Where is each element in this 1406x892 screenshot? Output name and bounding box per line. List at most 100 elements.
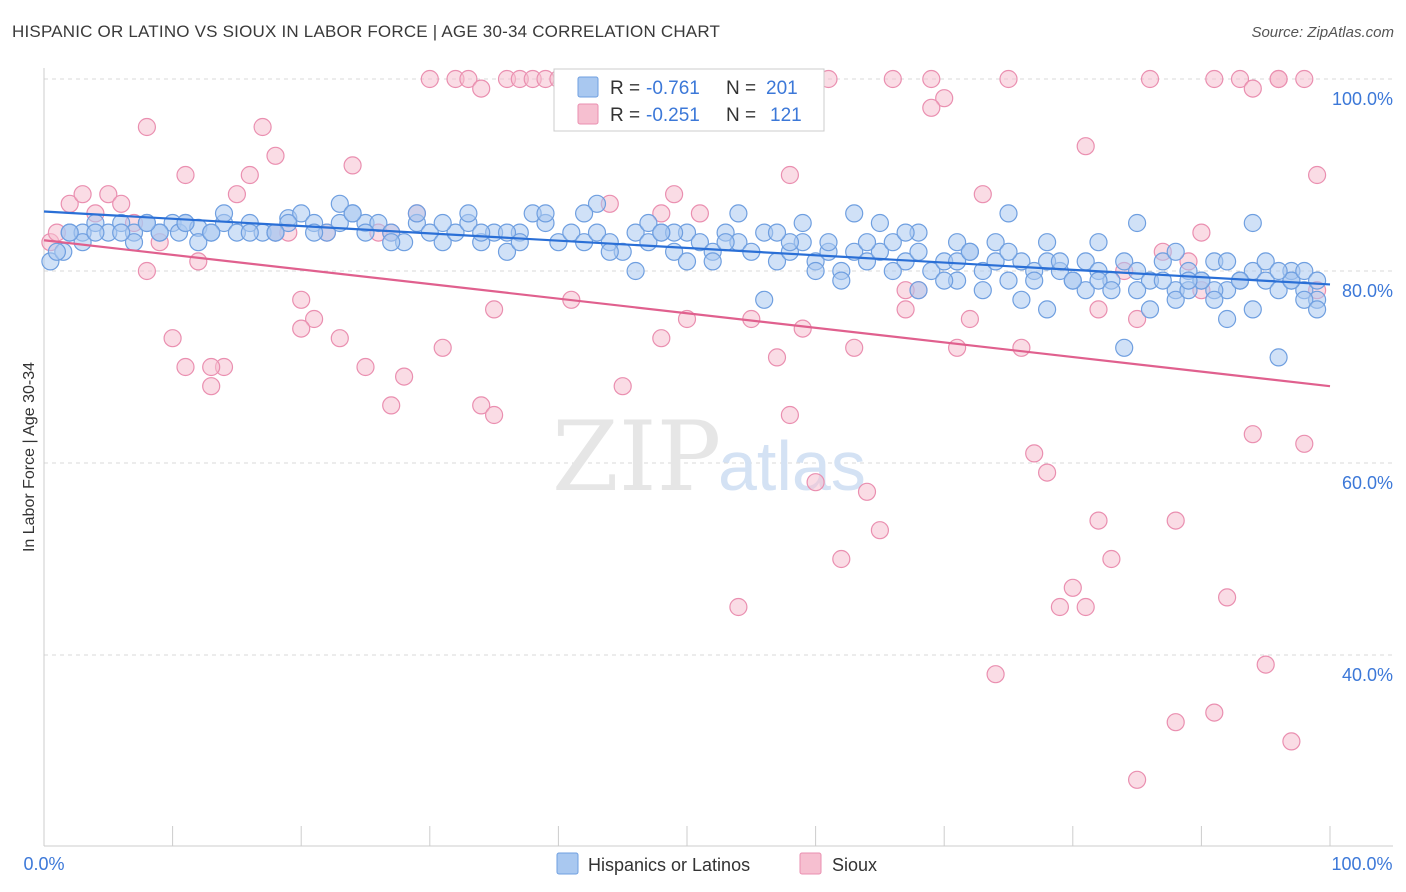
hispanic-point-123 xyxy=(1295,290,1314,309)
hispanic-point-177 xyxy=(240,223,259,242)
hispanic-point-108 xyxy=(1127,213,1147,233)
hispanic-point-179 xyxy=(176,213,195,233)
sioux-point-6 xyxy=(112,194,131,213)
hispanic-point-114 xyxy=(639,213,658,233)
sioux-point-99 xyxy=(1089,300,1108,319)
hispanic-point-195 xyxy=(960,242,980,261)
sioux-point-46 xyxy=(652,204,671,223)
hispanic-point-21 xyxy=(292,204,311,223)
sioux-point-34 xyxy=(472,79,491,98)
hispanic-point-135 xyxy=(626,261,645,281)
legend-hispanic-label: Hispanics or Latinos xyxy=(588,855,750,875)
legend-r-value-1: -0.761 xyxy=(646,78,700,99)
sioux-point-69 xyxy=(947,338,967,357)
sioux-point-15 xyxy=(227,185,246,204)
hispanic-point-125 xyxy=(1012,290,1031,309)
sioux-point-80 xyxy=(1089,511,1108,530)
hispanic-point-155 xyxy=(1050,252,1070,271)
sioux-point-17 xyxy=(253,117,272,137)
sioux-point-105 xyxy=(382,396,401,415)
hispanic-point-129 xyxy=(1076,281,1095,300)
sioux-point-67 xyxy=(922,69,941,89)
hispanic-point-115 xyxy=(780,233,800,252)
hispanic-point-47 xyxy=(626,223,645,242)
hispanic-point-153 xyxy=(973,281,992,300)
hispanic-point-167 xyxy=(652,223,671,242)
hispanic-point-127 xyxy=(1269,348,1288,367)
hispanic-point-132 xyxy=(1243,300,1262,319)
hispanic-point-121 xyxy=(1037,300,1057,319)
sioux-point-91 xyxy=(1230,69,1250,89)
hispanic-point-128 xyxy=(947,252,967,271)
hispanic-point-196 xyxy=(1089,233,1108,252)
sioux-point-81 xyxy=(1102,549,1121,569)
hispanic-point-118 xyxy=(1166,242,1185,261)
sioux-point-77 xyxy=(1050,597,1070,617)
y-axis-title: In Labor Force | Age 30-34 xyxy=(21,362,38,552)
sioux-point-96 xyxy=(1295,69,1314,89)
sioux-point-84 xyxy=(1140,69,1160,89)
hispanic-point-107 xyxy=(999,204,1018,223)
sioux-point-52 xyxy=(729,597,748,617)
sioux-point-64 xyxy=(883,69,902,89)
sioux-point-60 xyxy=(832,549,851,569)
hispanic-point-133 xyxy=(1307,300,1327,319)
sioux-point-104 xyxy=(292,319,311,338)
sioux-point-10 xyxy=(163,329,182,348)
hispanic-point-141 xyxy=(767,223,787,242)
sioux-point-33 xyxy=(459,69,478,89)
hispanic-point-182 xyxy=(86,223,105,242)
axes xyxy=(43,68,1393,847)
sioux-point-109 xyxy=(137,117,156,137)
sioux-point-112 xyxy=(780,165,800,185)
legend-n-label-2: N = xyxy=(726,105,756,126)
hispanic-points xyxy=(41,194,1327,367)
y-tick-label-60: 60.0% xyxy=(1342,473,1393,493)
sioux-point-28 xyxy=(395,367,414,386)
hispanic-point-151 xyxy=(883,261,902,281)
sioux-point-110 xyxy=(266,146,285,165)
sioux-point-76 xyxy=(1037,463,1057,482)
source-label: Source: ZipAtlas.com xyxy=(1251,24,1394,41)
sioux-point-73 xyxy=(999,69,1018,89)
sioux-point-89 xyxy=(1205,69,1224,89)
hispanic-point-163 xyxy=(1282,271,1301,290)
legend-sioux-label: Sioux xyxy=(832,855,877,875)
hispanic-point-175 xyxy=(305,223,324,242)
sioux-point-47 xyxy=(664,185,684,204)
hispanic-point-112 xyxy=(356,223,375,242)
hispanic-point-168 xyxy=(600,242,619,261)
hispanic-point-185 xyxy=(845,204,864,223)
sioux-trend-line xyxy=(43,239,1331,388)
legend-n-value-1: 201 xyxy=(766,78,798,99)
hispanic-point-188 xyxy=(999,242,1018,261)
hispanic-point-138 xyxy=(677,252,697,271)
sioux-point-114 xyxy=(202,357,221,377)
hispanic-point-154 xyxy=(1025,271,1044,290)
hispanic-point-190 xyxy=(1127,281,1147,300)
sioux-point-11 xyxy=(176,357,195,377)
sioux-point-5 xyxy=(99,185,118,204)
hispanic-point-181 xyxy=(112,223,131,242)
legend-sioux-swatch xyxy=(799,852,822,875)
sioux-point-63 xyxy=(870,521,890,540)
hispanic-point-150 xyxy=(857,233,877,252)
hispanic-point-104 xyxy=(587,194,607,213)
hispanic-point-134 xyxy=(703,252,722,271)
legend-r-label-1: R = xyxy=(610,78,640,99)
hispanic-point-162 xyxy=(1256,252,1275,271)
sioux-point-100 xyxy=(1127,770,1147,789)
hispanic-point-37 xyxy=(497,242,517,261)
sioux-point-55 xyxy=(767,348,787,367)
hispanic-point-172 xyxy=(433,213,452,233)
sioux-point-75 xyxy=(1025,444,1044,463)
hispanic-point-86 xyxy=(1127,261,1147,281)
sioux-point-86 xyxy=(1166,511,1185,530)
sioux-point-35 xyxy=(485,300,504,319)
legend-n-value-2: 121 xyxy=(770,105,802,126)
correlation-legend: R = -0.761 N = 201 R = -0.251 N = 121 xyxy=(553,68,825,132)
hispanic-point-189 xyxy=(1063,271,1082,290)
hispanic-point-173 xyxy=(382,233,401,252)
sioux-point-117 xyxy=(1076,137,1095,156)
hispanic-point-170 xyxy=(510,233,529,252)
